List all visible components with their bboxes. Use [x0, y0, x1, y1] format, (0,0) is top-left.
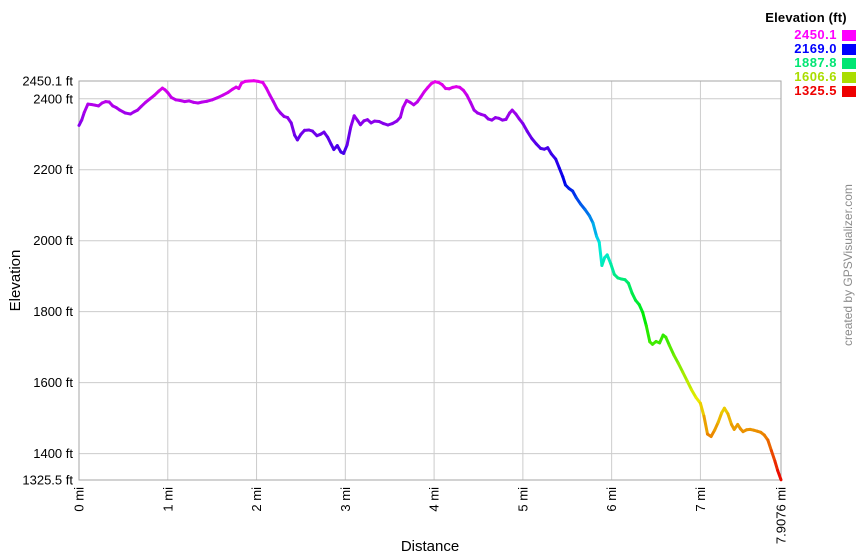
profile-segment — [641, 310, 648, 328]
legend-entry-value: 1325.5 — [794, 83, 837, 98]
legend-entry-value: 1887.8 — [794, 55, 837, 70]
profile-segment — [702, 414, 709, 436]
profile-segment — [609, 262, 616, 276]
profile-segment — [349, 114, 356, 129]
profile-segment — [597, 240, 604, 267]
profile-segment — [289, 121, 297, 137]
profile-segment — [681, 370, 689, 383]
x-tick-label: 0 mi — [72, 487, 87, 512]
legend-entry-value: 1606.6 — [794, 69, 837, 84]
profile-segment — [690, 388, 698, 399]
y-tick-label: 1400 ft — [33, 446, 73, 461]
legend-entry-value: 2450.1 — [794, 27, 837, 42]
profile-segment — [698, 401, 706, 418]
y-tick-label: 1600 ft — [33, 375, 73, 390]
y-tick-label: 2000 ft — [33, 233, 73, 248]
profile-segment — [605, 253, 613, 266]
credit-text: created by GPSVisualizer.com — [841, 184, 855, 346]
legend-entry: 2450.1 — [756, 28, 856, 42]
profile-segment — [554, 157, 561, 170]
profile-segment — [342, 143, 349, 155]
x-tick-label: 7.9076 mi — [774, 487, 789, 544]
legend-rows: 2450.1 2169.0 1887.8 1606.6 1325.5 — [756, 28, 856, 98]
legend: Elevation (ft) 2450.1 2169.0 1887.8 1606.6 1… — [756, 10, 856, 98]
legend-color-swatch — [842, 57, 856, 69]
y-tick-label: 2450.1 ft — [22, 74, 73, 89]
x-axis-title: Distance — [401, 538, 459, 555]
y-tick-label: 1325.5 ft — [22, 473, 73, 488]
legend-color-swatch — [842, 71, 856, 83]
profile-segment — [667, 343, 676, 357]
x-tick-label: 1 mi — [160, 487, 175, 512]
profile-segment — [672, 353, 680, 365]
legend-entry: 2169.0 — [756, 42, 856, 56]
x-tick-label: 5 mi — [515, 487, 530, 512]
y-tick-label: 2400 ft — [33, 91, 73, 106]
x-tick-label: 6 mi — [604, 487, 619, 512]
y-tick-label: 1800 ft — [33, 304, 73, 319]
legend-entry: 1887.8 — [756, 56, 856, 70]
legend-color-swatch — [842, 43, 856, 55]
profile-segment — [591, 221, 599, 238]
x-tick-label: 7 mi — [693, 487, 708, 512]
profile-segment — [398, 106, 405, 119]
profile-segment — [627, 281, 634, 295]
legend-title: Elevation (ft) — [765, 10, 847, 25]
profile-segment — [769, 449, 777, 463]
profile-segment — [676, 361, 685, 374]
x-tick-label: 2 mi — [249, 487, 264, 512]
profile-segment — [557, 166, 565, 179]
profile-segment — [685, 379, 693, 392]
legend-color-swatch — [842, 85, 856, 97]
profile-segment — [726, 412, 733, 426]
profile-segment — [345, 125, 353, 147]
profile-segment — [716, 411, 724, 424]
legend-entry: 1325.5 — [756, 84, 856, 98]
legend-entry-value: 2169.0 — [794, 41, 837, 56]
profile-segment — [766, 438, 773, 453]
profile-segment — [644, 324, 652, 344]
x-tick-label: 4 mi — [427, 487, 442, 512]
legend-color-swatch — [842, 29, 856, 41]
x-tick-label: 3 mi — [338, 487, 353, 512]
legend-entry: 1606.6 — [756, 70, 856, 84]
profile-segment — [773, 459, 780, 473]
profile-line — [77, 79, 783, 482]
y-axis-title: Elevation — [7, 250, 24, 312]
y-tick-label: 2200 ft — [33, 162, 73, 177]
profile-segment — [776, 469, 783, 482]
plot-border — [78, 80, 782, 481]
